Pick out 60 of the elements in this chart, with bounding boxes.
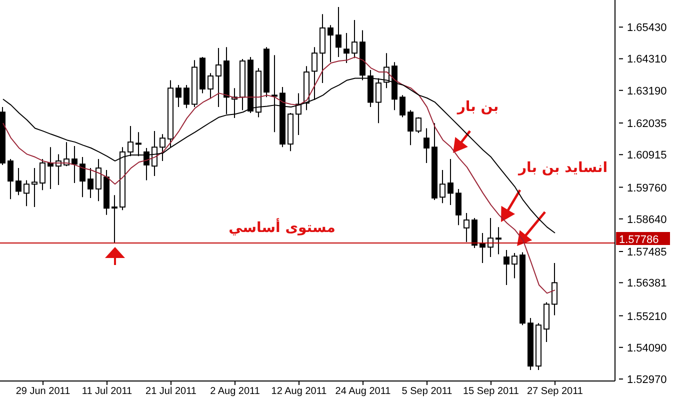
- y-tick-label: 1.58640: [627, 214, 667, 226]
- candlestick: [400, 94, 406, 118]
- candlestick: [504, 249, 510, 286]
- candlestick: [176, 84, 182, 108]
- y-tick-label: 1.54090: [627, 342, 667, 354]
- candlestick: [328, 24, 334, 63]
- ref-line-label: 1.57786: [619, 234, 659, 246]
- x-tick-label: 27 Sep 2011: [527, 386, 584, 398]
- candlestick: [456, 188, 462, 226]
- candlestick: [464, 212, 470, 243]
- x-tick-label: 11 Jul 2011: [82, 386, 133, 398]
- x-tick-label: 12 Aug 2011: [271, 386, 328, 398]
- annotation: بن بار: [456, 99, 499, 115]
- candlestick: [440, 170, 446, 204]
- candlestick: [32, 168, 38, 208]
- annotation: مستوى أساسي: [228, 218, 336, 236]
- candlestick: [416, 116, 422, 134]
- y-tick-label: 1.57485: [627, 246, 667, 259]
- candlestick: [208, 72, 214, 99]
- candlestick: [80, 156, 86, 198]
- x-tick-label: 2 Aug 2011: [210, 386, 260, 398]
- candlestick: [152, 130, 158, 176]
- candlestick: [40, 158, 46, 191]
- y-tick-label: 1.65430: [627, 22, 667, 34]
- candlestick: [96, 158, 102, 202]
- y-tick-label: 1.55210: [627, 310, 667, 323]
- candlestick: [24, 180, 30, 207]
- y-tick-label: 1.62035: [627, 118, 667, 130]
- y-tick-label: 1.60915: [627, 150, 667, 162]
- y-tick-label: 1.56381: [627, 278, 667, 290]
- candlestick: [8, 158, 14, 200]
- candlestick: [448, 158, 454, 206]
- x-tick-label: 21 Jul 2011: [146, 386, 197, 398]
- y-tick-label: 1.63190: [627, 85, 667, 98]
- candlestick: [184, 84, 190, 109]
- candlestick: [160, 134, 166, 162]
- candlestick: [512, 252, 518, 279]
- candlestick: [488, 218, 494, 258]
- candlestick: [336, 6, 342, 58]
- annotation: انسايد بن بار: [517, 160, 608, 176]
- candlestick: [216, 48, 222, 108]
- y-tick-label: 1.59760: [627, 182, 667, 194]
- candlestick: [112, 194, 118, 244]
- x-tick-label: 5 Sep 2011: [402, 386, 453, 398]
- candlestick: [344, 32, 350, 64]
- candlestick: [552, 262, 558, 316]
- candlestick: [352, 20, 358, 59]
- candlestick: [128, 125, 134, 157]
- y-tick-label: 1.64310: [627, 54, 667, 66]
- x-tick-label: 15 Sep 2011: [463, 386, 520, 398]
- y-tick-label: 1.52970: [627, 374, 667, 386]
- candlestick: [136, 132, 142, 157]
- x-tick-label: 24 Aug 2011: [335, 386, 392, 398]
- candlestick: [88, 168, 94, 198]
- candlestick: [408, 110, 414, 146]
- x-tick-label: 29 Jun 2011: [16, 386, 71, 398]
- candlestick: [72, 146, 78, 184]
- candlestick: [16, 168, 22, 196]
- candlestick: [424, 128, 430, 164]
- candlestick: [496, 226, 502, 255]
